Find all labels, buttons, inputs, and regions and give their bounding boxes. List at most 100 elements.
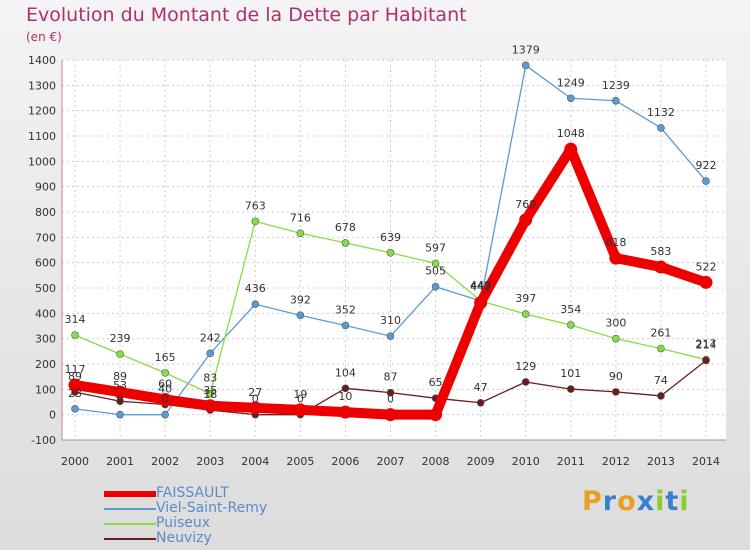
data-label: 769 bbox=[515, 198, 536, 211]
data-point bbox=[519, 213, 533, 227]
data-point bbox=[338, 405, 352, 419]
logo-letter: x bbox=[636, 486, 656, 517]
y-tick-label: -100 bbox=[31, 434, 56, 447]
data-point bbox=[386, 248, 395, 257]
data-point bbox=[71, 331, 79, 339]
y-tick-label: 600 bbox=[35, 257, 56, 270]
data-label: 310 bbox=[380, 314, 401, 327]
data-label: 19 bbox=[293, 388, 307, 401]
data-point bbox=[384, 408, 397, 422]
data-label: 35 bbox=[203, 384, 217, 397]
logo-letter: i bbox=[679, 486, 690, 517]
legend-swatch bbox=[104, 491, 156, 497]
data-point bbox=[431, 282, 440, 291]
data-point bbox=[612, 96, 620, 105]
data-label: 40 bbox=[158, 383, 172, 396]
proxiti-logo: Proxiti bbox=[582, 486, 690, 517]
data-label: 117 bbox=[65, 363, 86, 376]
y-tick-label: 0 bbox=[49, 409, 56, 422]
data-point bbox=[702, 177, 710, 185]
y-tick-label: 700 bbox=[35, 231, 56, 244]
data-point bbox=[206, 349, 215, 358]
data-point bbox=[702, 356, 710, 365]
data-label: 1132 bbox=[647, 106, 675, 119]
x-tick-label: 2012 bbox=[602, 455, 630, 468]
data-label: 65 bbox=[429, 376, 443, 389]
data-point bbox=[476, 398, 485, 407]
data-label: 239 bbox=[110, 332, 131, 345]
data-label: 449 bbox=[470, 279, 491, 292]
data-label: 597 bbox=[425, 241, 446, 254]
legend: FAISSAULT Viel-Saint-Remy Puiseux Neuviz… bbox=[104, 485, 354, 546]
legend-swatch bbox=[104, 523, 156, 525]
data-point bbox=[566, 321, 575, 329]
data-point bbox=[116, 410, 124, 419]
x-tick-label: 2013 bbox=[647, 455, 675, 468]
data-label: 27 bbox=[248, 386, 262, 399]
data-point bbox=[386, 388, 395, 397]
data-point bbox=[296, 229, 305, 238]
data-point bbox=[609, 251, 623, 265]
x-tick-label: 2003 bbox=[196, 455, 224, 468]
data-label: 678 bbox=[335, 221, 356, 234]
legend-swatch bbox=[104, 508, 156, 510]
data-label: 1249 bbox=[557, 76, 585, 89]
y-tick-label: 800 bbox=[35, 206, 56, 219]
legend-label: Puiseux bbox=[156, 515, 211, 531]
data-label: 83 bbox=[203, 372, 217, 385]
data-point bbox=[296, 311, 305, 320]
legend-item-viel-saint-remy: Viel-Saint-Remy bbox=[104, 500, 354, 516]
x-tick-label: 2006 bbox=[331, 455, 359, 468]
data-point bbox=[566, 94, 575, 103]
y-tick-label: 1400 bbox=[28, 54, 56, 67]
data-label: 314 bbox=[65, 313, 86, 326]
data-point bbox=[161, 410, 169, 419]
data-label: 89 bbox=[113, 370, 127, 383]
data-label: 23 bbox=[68, 387, 82, 400]
legend-label: Neuvizy bbox=[156, 530, 212, 546]
legend-item-puiseux: Puiseux bbox=[104, 515, 354, 531]
legend-item-faissault: FAISSAULT bbox=[104, 485, 354, 501]
data-label: 392 bbox=[290, 293, 311, 306]
data-point bbox=[474, 296, 488, 310]
y-tick-label: 500 bbox=[35, 282, 56, 295]
data-label: 87 bbox=[384, 371, 398, 384]
y-tick-label: 1300 bbox=[28, 79, 56, 92]
logo-letter: r bbox=[602, 486, 618, 517]
data-label: 300 bbox=[605, 317, 626, 330]
data-label: 214 bbox=[696, 338, 717, 351]
data-point bbox=[116, 350, 124, 358]
logo-letter: o bbox=[617, 486, 637, 517]
y-tick-label: 1000 bbox=[28, 155, 56, 168]
legend-item-neuvizy: Neuvizy bbox=[104, 530, 354, 546]
x-tick-label: 2014 bbox=[692, 455, 720, 468]
data-point bbox=[566, 385, 575, 393]
data-point bbox=[612, 334, 620, 343]
series-group bbox=[68, 61, 713, 422]
x-tick-label: 2001 bbox=[106, 455, 134, 468]
y-tick-label: 1100 bbox=[28, 130, 56, 143]
data-point bbox=[386, 332, 395, 340]
data-label: 90 bbox=[609, 370, 623, 383]
logo-letter: P bbox=[582, 486, 603, 517]
y-tick-label: 900 bbox=[35, 181, 56, 194]
data-label: 0 bbox=[162, 393, 169, 406]
data-point bbox=[521, 378, 530, 386]
data-label: 397 bbox=[515, 292, 536, 305]
data-point bbox=[521, 61, 530, 70]
data-label: 10 bbox=[338, 390, 352, 403]
legend-label: Viel-Saint-Remy bbox=[156, 500, 268, 516]
data-label: 442 bbox=[470, 281, 491, 294]
data-label: 60 bbox=[158, 377, 172, 390]
data-label: 242 bbox=[200, 331, 221, 344]
data-point bbox=[251, 300, 260, 309]
x-tick-label: 2000 bbox=[61, 455, 89, 468]
data-label: 104 bbox=[335, 366, 356, 379]
y-tick-label: 1200 bbox=[28, 105, 56, 118]
x-tick-label: 2004 bbox=[241, 455, 269, 468]
data-label: 47 bbox=[474, 381, 488, 394]
data-label: 0 bbox=[117, 393, 124, 406]
data-label: 763 bbox=[245, 199, 266, 212]
data-point bbox=[564, 142, 578, 156]
data-label: 165 bbox=[155, 351, 176, 364]
